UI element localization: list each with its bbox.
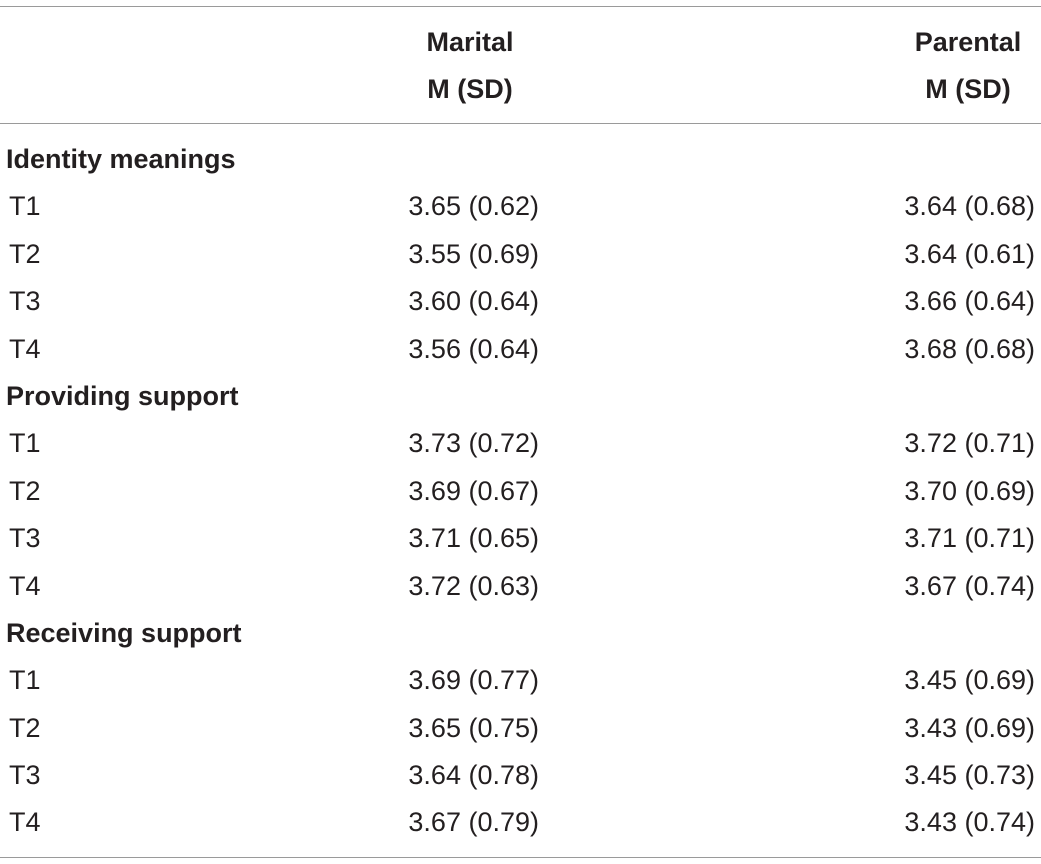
marital-value: 3.69 (0.67) xyxy=(408,475,539,506)
marital-value: 3.69 (0.77) xyxy=(408,665,539,696)
table-row: T4 3.72 (0.63) 3.67 (0.74) xyxy=(0,563,1041,610)
section-row: Providing support xyxy=(0,373,1041,420)
row-label: T3 xyxy=(9,523,41,554)
parental-value: 3.45 (0.73) xyxy=(904,760,1035,791)
section-title: Identity meanings xyxy=(6,144,236,174)
marital-value: 3.55 (0.69) xyxy=(408,238,539,269)
row-label: T1 xyxy=(9,191,41,222)
row-label: T3 xyxy=(9,760,41,791)
section-row: Receiving support xyxy=(0,610,1041,657)
parental-value: 3.67 (0.74) xyxy=(904,570,1035,601)
top-rule xyxy=(0,6,1041,7)
parental-value: 3.70 (0.69) xyxy=(904,475,1035,506)
row-label: T1 xyxy=(9,665,41,696)
marital-value: 3.56 (0.64) xyxy=(408,333,539,364)
marital-value: 3.67 (0.79) xyxy=(408,807,539,838)
table-row: T2 3.55 (0.69) 3.64 (0.61) xyxy=(0,231,1041,278)
row-label: T3 xyxy=(9,286,41,317)
parental-value: 3.43 (0.69) xyxy=(904,712,1035,743)
section-title: Receiving support xyxy=(6,617,242,648)
parental-value: 3.71 (0.71) xyxy=(904,523,1035,554)
row-label: T2 xyxy=(9,475,41,506)
section-title: Providing support xyxy=(6,380,239,411)
column-header-parental: Parental M (SD) xyxy=(893,27,1041,104)
section-row: Identity meanings xyxy=(0,136,1041,183)
parental-value: 3.72 (0.71) xyxy=(904,428,1035,459)
parental-value: 3.64 (0.61) xyxy=(904,238,1035,269)
row-label: T4 xyxy=(9,333,41,364)
table-row: T1 3.69 (0.77) 3.45 (0.69) xyxy=(0,657,1041,704)
table-row: T3 3.64 (0.78) 3.45 (0.73) xyxy=(0,752,1041,799)
marital-value: 3.64 (0.78) xyxy=(408,760,539,791)
column-header-marital: Marital M (SD) xyxy=(395,27,545,104)
header-rule xyxy=(0,123,1041,124)
row-label: T2 xyxy=(9,238,41,269)
marital-value: 3.65 (0.75) xyxy=(408,712,539,743)
column-header-parental-title: Parental xyxy=(914,27,1022,57)
parental-value: 3.43 (0.74) xyxy=(904,807,1035,838)
parental-value: 3.64 (0.68) xyxy=(904,191,1035,222)
row-label: T4 xyxy=(9,570,41,601)
table-row: T3 3.71 (0.65) 3.71 (0.71) xyxy=(0,515,1041,562)
marital-value: 3.60 (0.64) xyxy=(408,286,539,317)
table-row: T2 3.65 (0.75) 3.43 (0.69) xyxy=(0,705,1041,752)
table-row: T2 3.69 (0.67) 3.70 (0.69) xyxy=(0,468,1041,515)
table-row: T3 3.60 (0.64) 3.66 (0.64) xyxy=(0,278,1041,325)
column-header-marital-title: Marital xyxy=(426,27,514,57)
marital-value: 3.71 (0.65) xyxy=(408,523,539,554)
row-label: T4 xyxy=(9,807,41,838)
table-row: T4 3.56 (0.64) 3.68 (0.68) xyxy=(0,326,1041,373)
marital-value: 3.73 (0.72) xyxy=(408,428,539,459)
column-header-parental-subtitle: M (SD) xyxy=(925,74,1011,104)
table-row: T1 3.73 (0.72) 3.72 (0.71) xyxy=(0,420,1041,467)
parental-value: 3.45 (0.69) xyxy=(904,665,1035,696)
bottom-rule xyxy=(0,857,1041,858)
table-row: T4 3.67 (0.79) 3.43 (0.74) xyxy=(0,799,1041,846)
marital-value: 3.65 (0.62) xyxy=(408,191,539,222)
parental-value: 3.68 (0.68) xyxy=(904,333,1035,364)
table-row: T1 3.65 (0.62) 3.64 (0.68) xyxy=(0,183,1041,230)
column-header-marital-subtitle: M (SD) xyxy=(427,74,513,104)
table-body: Identity meanings T1 3.65 (0.62) 3.64 (0… xyxy=(0,136,1041,847)
parental-value: 3.66 (0.64) xyxy=(904,286,1035,317)
row-label: T1 xyxy=(9,428,41,459)
row-label: T2 xyxy=(9,712,41,743)
marital-value: 3.72 (0.63) xyxy=(408,570,539,601)
